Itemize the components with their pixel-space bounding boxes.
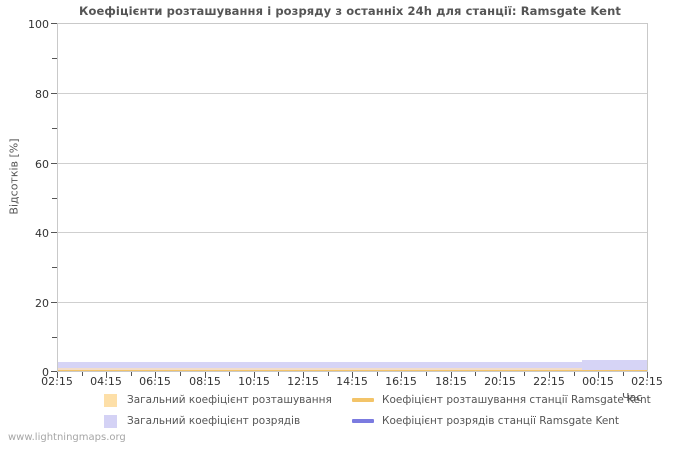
x-tick-label-11: 00:15 — [582, 375, 614, 388]
y-tick-mark-90 — [52, 58, 57, 59]
y-tick-mark-40 — [51, 232, 57, 233]
area-series-total-discharge-tail — [582, 360, 647, 371]
x-tick-mark-7b — [426, 372, 427, 376]
y-tick-mark-50 — [52, 198, 57, 199]
x-tick-mark-11b — [623, 372, 624, 376]
gridline-80 — [58, 93, 647, 94]
y-tick-label-60: 60 — [35, 158, 49, 171]
y-tick-label-100: 100 — [28, 18, 49, 31]
area-series-total-location — [58, 368, 647, 371]
legend-item-station-discharge[interactable]: Коефіцієнт розрядів станції Ramsgate Ken… — [352, 413, 619, 429]
x-tick-mark-9 — [500, 372, 501, 378]
legend-item-total-location[interactable]: Загальний коефіцієнт розташування — [104, 392, 332, 408]
legend-item-station-location[interactable]: Коефіцієнт розташування станції Ramsgate… — [352, 392, 651, 408]
legend-label-station-location: Коефіцієнт розташування станції Ramsgate… — [382, 394, 651, 406]
legend-label-total-discharge: Загальний коефіцієнт розрядів — [127, 415, 301, 427]
legend-line-station-location-icon — [352, 398, 374, 402]
x-tick-label-5: 12:15 — [287, 375, 319, 388]
y-tick-mark-70 — [52, 128, 57, 129]
x-tick-label-9: 20:15 — [484, 375, 516, 388]
x-tick-label-8: 18:15 — [435, 375, 467, 388]
y-tick-mark-60 — [51, 163, 57, 164]
y-tick-mark-0 — [51, 371, 57, 372]
x-tick-mark-3b — [229, 372, 230, 376]
gridline-60 — [58, 163, 647, 164]
x-tick-mark-4b — [278, 372, 279, 376]
x-tick-mark-8b — [475, 372, 476, 376]
x-tick-mark-10b — [574, 372, 575, 376]
x-tick-mark-2b — [180, 372, 181, 376]
plot-area — [57, 23, 648, 372]
x-tick-mark-8 — [451, 372, 452, 378]
legend-swatch-total-location-icon — [104, 393, 117, 407]
x-tick-label-3: 08:15 — [189, 375, 221, 388]
x-tick-mark-5b — [328, 372, 329, 376]
y-axis-title: Відсотків [%] — [7, 138, 21, 215]
y-tick-label-80: 80 — [35, 88, 49, 101]
x-tick-mark-1b — [131, 372, 132, 376]
legend-line-station-discharge-icon — [352, 419, 374, 423]
x-tick-mark-11 — [598, 372, 599, 378]
chart-title: Коефіцієнти розташування і розряду з ост… — [79, 4, 621, 18]
x-tick-mark-9b — [524, 372, 525, 376]
y-tick-mark-30 — [52, 267, 57, 268]
x-tick-mark-12 — [647, 372, 648, 378]
x-tick-mark-0 — [57, 372, 58, 378]
x-tick-mark-10 — [549, 372, 550, 378]
x-tick-label-10: 22:15 — [533, 375, 565, 388]
area-series-total-discharge — [58, 362, 647, 371]
x-tick-label-6: 14:15 — [336, 375, 368, 388]
x-tick-mark-0b — [82, 372, 83, 376]
legend-item-total-discharge[interactable]: Загальний коефіцієнт розрядів — [104, 413, 300, 429]
x-tick-label-1: 04:15 — [90, 375, 122, 388]
gridline-40 — [58, 232, 647, 233]
x-tick-mark-4 — [254, 372, 255, 378]
x-tick-label-4: 10:15 — [238, 375, 270, 388]
x-tick-mark-6b — [377, 372, 378, 376]
legend-label-station-discharge: Коефіцієнт розрядів станції Ramsgate Ken… — [382, 415, 620, 427]
x-tick-label-7: 16:15 — [385, 375, 417, 388]
x-tick-mark-5 — [303, 372, 304, 378]
y-tick-mark-10 — [52, 337, 57, 338]
x-tick-mark-2 — [155, 372, 156, 378]
gridline-20 — [58, 302, 647, 303]
x-tick-mark-1 — [106, 372, 107, 378]
y-tick-label-40: 40 — [35, 227, 49, 240]
x-axis-title: Час — [622, 391, 643, 404]
y-tick-mark-80 — [51, 93, 57, 94]
x-tick-label-2: 06:15 — [139, 375, 171, 388]
y-tick-label-20: 20 — [35, 297, 49, 310]
chart-legend: Загальний коефіцієнт розташування Загаль… — [104, 392, 664, 432]
legend-swatch-total-discharge-icon — [104, 414, 117, 428]
legend-label-total-location: Загальний коефіцієнт розташування — [127, 394, 332, 406]
x-tick-label-0: 02:15 — [41, 375, 73, 388]
x-tick-mark-7 — [401, 372, 402, 378]
y-tick-mark-100 — [51, 23, 57, 24]
x-tick-mark-3 — [205, 372, 206, 378]
y-tick-mark-20 — [51, 302, 57, 303]
y-tick-label-0: 0 — [42, 366, 49, 379]
watermark: www.lightningmaps.org — [8, 432, 126, 443]
line-series-station-location — [58, 370, 647, 371]
x-tick-mark-6 — [352, 372, 353, 378]
x-tick-label-12: 02:15 — [631, 375, 663, 388]
